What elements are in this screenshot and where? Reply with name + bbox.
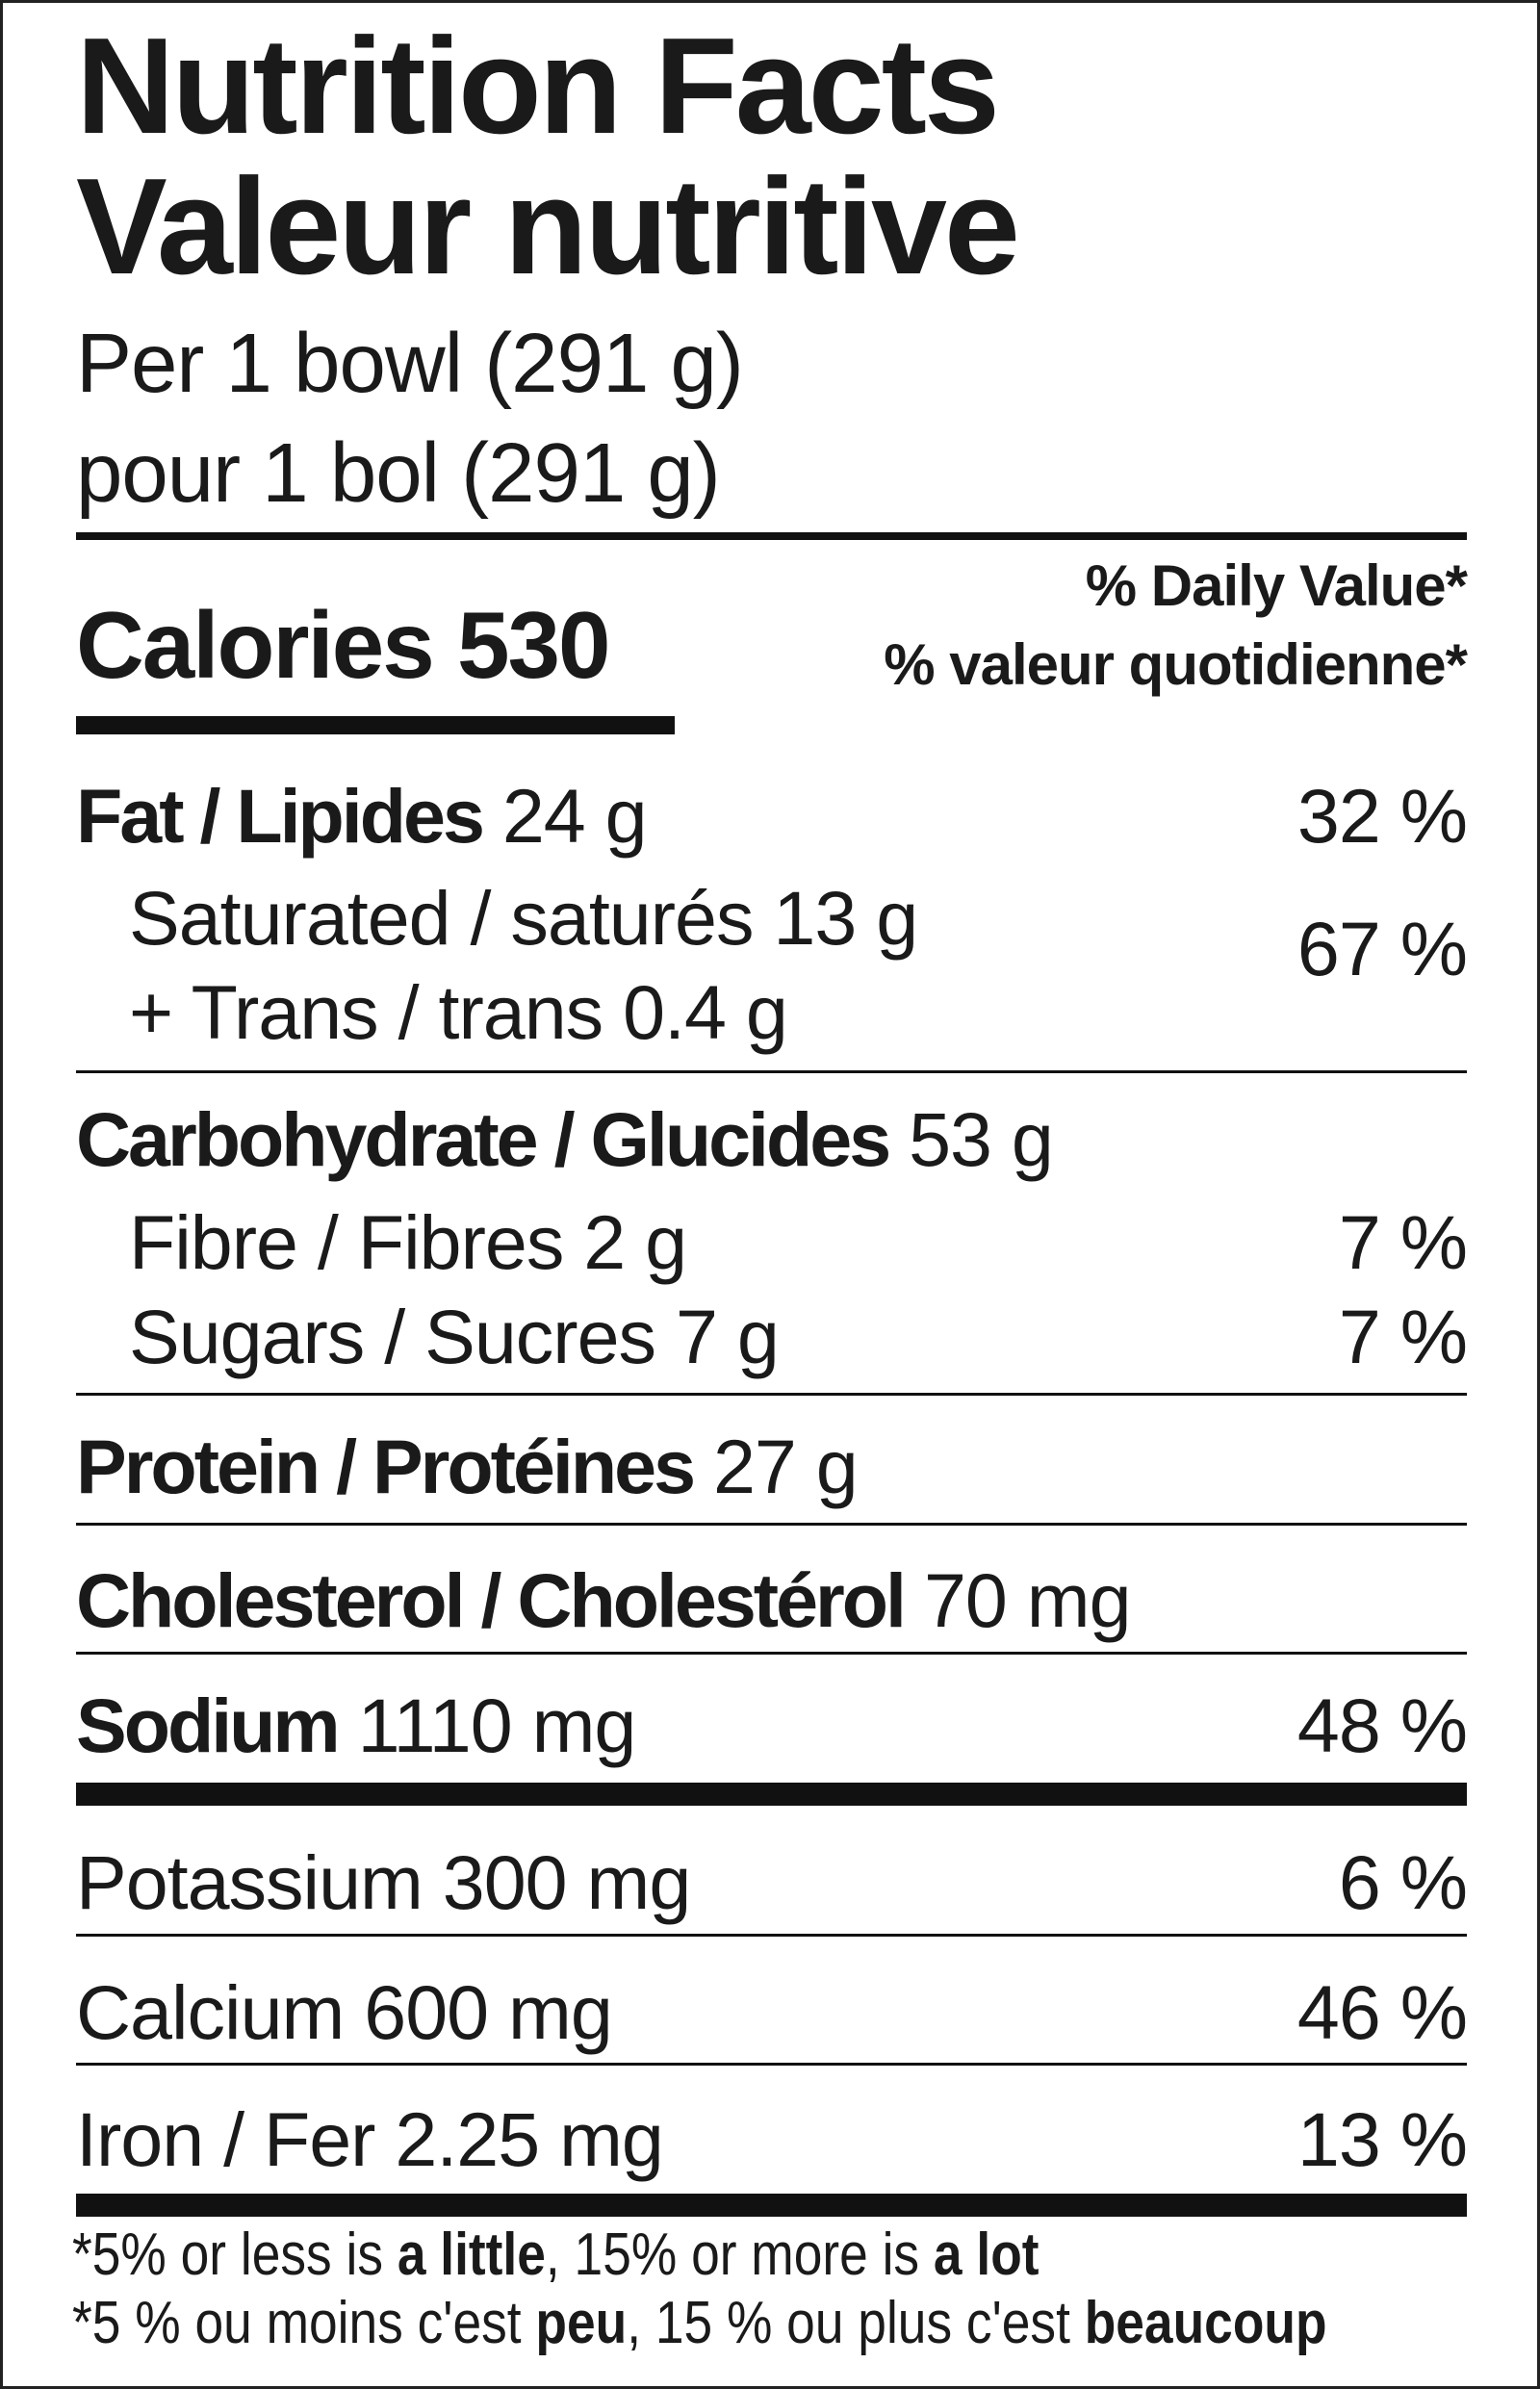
sugars-dv: 7 % — [1338, 1294, 1468, 1379]
divider-thick — [76, 532, 1467, 540]
saturated-trans-dv: 67 % — [1296, 906, 1468, 991]
footnote-english: *5% or less is a little, 15% or more is … — [72, 2225, 1040, 2285]
fat-dv: 32 % — [1296, 773, 1468, 859]
protein-row: Protein / Protéines 27 g — [76, 1428, 859, 1504]
protein-label: Protein / Protéines — [76, 1424, 696, 1509]
calcium-row: Calcium 600 mg — [76, 1969, 613, 2055]
cholesterol-amount: 70 mg — [923, 1557, 1132, 1643]
fat-amount: 24 g — [501, 773, 648, 859]
footnote-french: *5 % ou moins c'est peu, 15 % ou plus c'… — [72, 2294, 1327, 2353]
iron-dv: 13 % — [1296, 2096, 1468, 2182]
fat-row: Fat / Lipides 24 g — [76, 778, 648, 854]
divider-thick — [76, 2194, 1467, 2217]
calories-label: Calories — [76, 592, 435, 698]
potassium-dv: 6 % — [1338, 1839, 1468, 1925]
divider — [76, 1652, 1467, 1655]
sodium-dv: 48 % — [1296, 1683, 1468, 1768]
sodium-amount: 1110 mg — [357, 1683, 637, 1768]
serving-size-french: pour 1 bol (291 g) — [76, 426, 721, 520]
sodium-label: Sodium — [76, 1683, 341, 1768]
footnote-text: *5% or less is — [72, 2222, 398, 2288]
divider — [76, 2063, 1467, 2066]
serving-size-english: Per 1 bowl (291 g) — [76, 317, 744, 410]
divider — [76, 1934, 1467, 1937]
sugars-row: Sugars / Sucres 7 g — [129, 1294, 780, 1379]
daily-value-heading-french: % valeur quotidienne* — [884, 632, 1468, 697]
fibre-row: Fibre / Fibres 2 g — [129, 1199, 687, 1285]
divider — [76, 1070, 1467, 1073]
iron-row: Iron / Fer 2.25 mg — [76, 2096, 664, 2182]
calories: Calories 530 — [76, 598, 610, 692]
divider — [76, 1393, 1467, 1396]
daily-value-heading-english: % Daily Value* — [1085, 553, 1468, 618]
carbohydrate-amount: 53 g — [909, 1096, 1054, 1182]
footnote-bold: beaucoup — [1084, 2290, 1327, 2356]
calories-underline — [76, 716, 675, 734]
cholesterol-row: Cholesterol / Cholestérol 70 mg — [76, 1562, 1132, 1638]
cholesterol-label: Cholesterol / Cholestérol — [76, 1557, 907, 1643]
footnote-bold: a little — [397, 2222, 546, 2288]
carbohydrate-row: Carbohydrate / Glucides 53 g — [76, 1101, 1054, 1177]
title-french: Valeur nutritive — [76, 150, 1020, 303]
protein-amount: 27 g — [712, 1424, 859, 1509]
fibre-dv: 7 % — [1338, 1199, 1468, 1285]
potassium-row: Potassium 300 mg — [76, 1839, 691, 1925]
saturated-row: Saturated / saturés 13 g — [129, 875, 918, 961]
footnote-bold: a lot — [933, 2222, 1040, 2288]
footnote-text: , 15 % ou plus c'est — [627, 2290, 1085, 2356]
calcium-dv: 46 % — [1296, 1969, 1468, 2055]
footnote-bold: peu — [535, 2290, 628, 2356]
title-english: Nutrition Facts — [76, 10, 1000, 163]
divider-thick — [76, 1783, 1467, 1806]
fat-label: Fat / Lipides — [76, 773, 485, 859]
footnote-text: , 15% or more is — [545, 2222, 934, 2288]
sodium-row: Sodium 1110 mg — [76, 1687, 636, 1763]
carbohydrate-label: Carbohydrate / Glucides — [76, 1096, 891, 1182]
divider — [76, 1523, 1467, 1526]
trans-row: + Trans / trans 0.4 g — [129, 969, 788, 1055]
footnote-text: *5 % ou moins c'est — [72, 2290, 536, 2356]
calories-value: 530 — [456, 592, 611, 698]
